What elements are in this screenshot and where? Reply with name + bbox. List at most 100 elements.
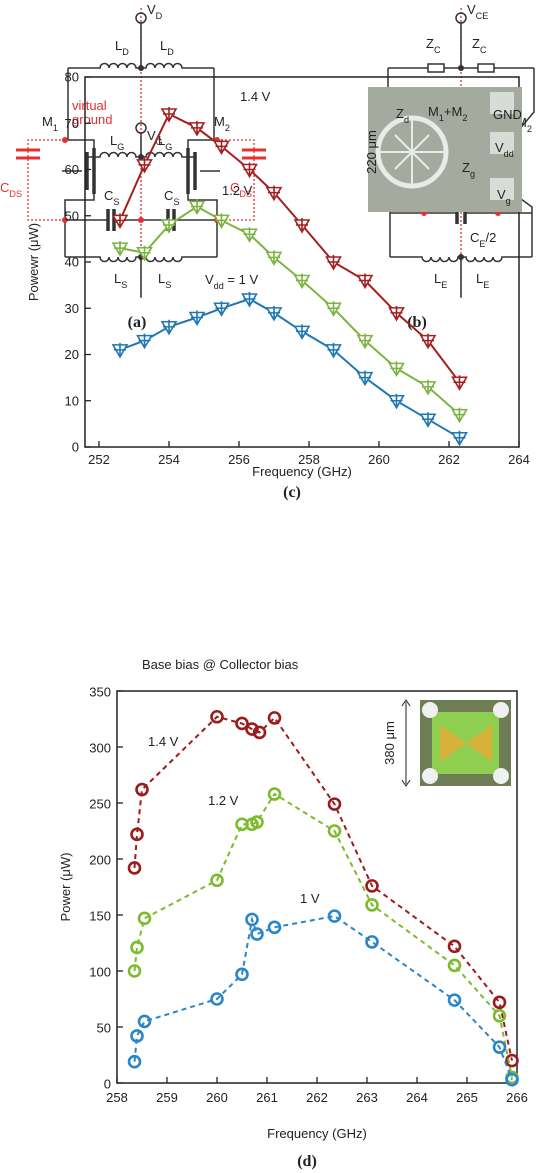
x-tick-label: 260 [368, 452, 390, 467]
inductor-row [390, 256, 532, 297]
x-tick-label: 254 [158, 452, 180, 467]
x-tick-label: 262 [438, 452, 460, 467]
marker [265, 185, 283, 202]
circuit-label-part: L [114, 271, 121, 286]
circuit-label: ground [72, 112, 112, 127]
marker [245, 912, 259, 927]
y-tick-label: 70 [65, 116, 79, 131]
marker [136, 245, 153, 262]
annotation-part: dd [214, 281, 224, 291]
circuit-label-part: S [173, 197, 179, 207]
annotation-part: V [205, 272, 214, 287]
annotation: 1.2 V [222, 183, 253, 198]
inset-label: GND [493, 107, 522, 122]
inset-label-part: 2 [462, 113, 467, 123]
parasitic-loop [27, 139, 255, 221]
circuit-label-part: 2 [527, 124, 532, 134]
circuit-label-part: L [115, 38, 122, 53]
annotation-part: 1.2 V [208, 793, 239, 808]
marker [419, 333, 437, 350]
marker [213, 213, 230, 229]
annotation: 1.2 V [208, 793, 239, 808]
circuit-label-part: Z [426, 36, 434, 51]
inset-label-part: V [497, 187, 506, 202]
inset-label-part: g [506, 196, 511, 206]
circuit-label-part: C [0, 180, 9, 195]
marker [327, 797, 342, 811]
plot-frame [116, 690, 518, 1084]
circuit-label-part: virtual [72, 98, 107, 113]
inset-pad [490, 132, 514, 154]
series-line [133, 915, 513, 1080]
marker [111, 342, 129, 359]
x-tick-label: 256 [228, 452, 250, 467]
circuit-label-part: G [165, 142, 172, 152]
marker [419, 379, 437, 396]
marker [160, 218, 178, 234]
marker [293, 218, 311, 234]
circuit-label: CDS [0, 180, 22, 199]
circuit-label: ZC [426, 36, 441, 55]
y-tick-label: 40 [65, 255, 79, 270]
marker [451, 430, 468, 447]
marker [188, 310, 206, 327]
circuit-label: CS [164, 188, 179, 207]
y-tick-label: 30 [65, 301, 79, 316]
y-tick-label: 350 [89, 684, 111, 699]
marker [267, 920, 282, 935]
marker [267, 787, 282, 801]
circuit-label-part: S [113, 197, 119, 207]
circuit-label-part: C [480, 45, 487, 55]
inset-label-part: 1 [439, 113, 444, 123]
x-tick-label: 265 [456, 1090, 478, 1105]
annotation: 1.4 V [148, 734, 179, 749]
circuit-label: LG [110, 133, 124, 152]
circuit-label: LS [158, 271, 171, 290]
inset-pattern [380, 120, 444, 184]
marker [137, 1014, 152, 1029]
marker [265, 250, 283, 266]
circuit-label-part: C [230, 180, 239, 195]
caption: (c) [283, 484, 301, 501]
marker [505, 1053, 519, 1068]
inset-label: Vdd [495, 140, 514, 159]
marker [160, 319, 178, 336]
x-tick-label: 260 [206, 1090, 228, 1105]
circuit-label: M1 [42, 114, 58, 133]
circuit-label-part: G [156, 137, 163, 147]
y-tick-label: 50 [97, 1020, 111, 1035]
inset-pad [422, 702, 438, 718]
marker [265, 305, 283, 322]
marker [252, 725, 267, 740]
y-tick-label: 20 [65, 347, 79, 362]
y-axis-label: Powewr (μW) [26, 223, 41, 301]
circuit-label: CE/2 [470, 230, 496, 249]
circuit-label: LE [434, 271, 447, 290]
circuit-label-part: L [160, 38, 167, 53]
x-tick-label: 258 [106, 1090, 128, 1105]
circuit-label-part: C [164, 188, 173, 203]
x-tick-label: 261 [256, 1090, 278, 1105]
inset-label: 380 μm [382, 721, 397, 765]
x-tick-label: 263 [356, 1090, 378, 1105]
marker [235, 967, 249, 982]
marker [250, 927, 264, 941]
marker [293, 324, 311, 340]
marker [136, 333, 153, 350]
circuit-label-part: G [117, 142, 124, 152]
marker [127, 1054, 142, 1069]
inset-label-part: Z [396, 106, 404, 121]
annotation: 1 V [300, 891, 320, 906]
inset-label: M1+M2 [428, 104, 467, 123]
marker [356, 333, 374, 350]
y-tick-label: 300 [89, 740, 111, 755]
inset-pad [493, 702, 509, 718]
inset-bowtie [440, 725, 492, 762]
inset-label-part: d [404, 115, 409, 125]
y-tick-label: 10 [65, 393, 79, 408]
circuit-label-part: C [470, 230, 479, 245]
nodes [138, 65, 144, 260]
marker [127, 861, 142, 875]
marker [325, 342, 342, 359]
